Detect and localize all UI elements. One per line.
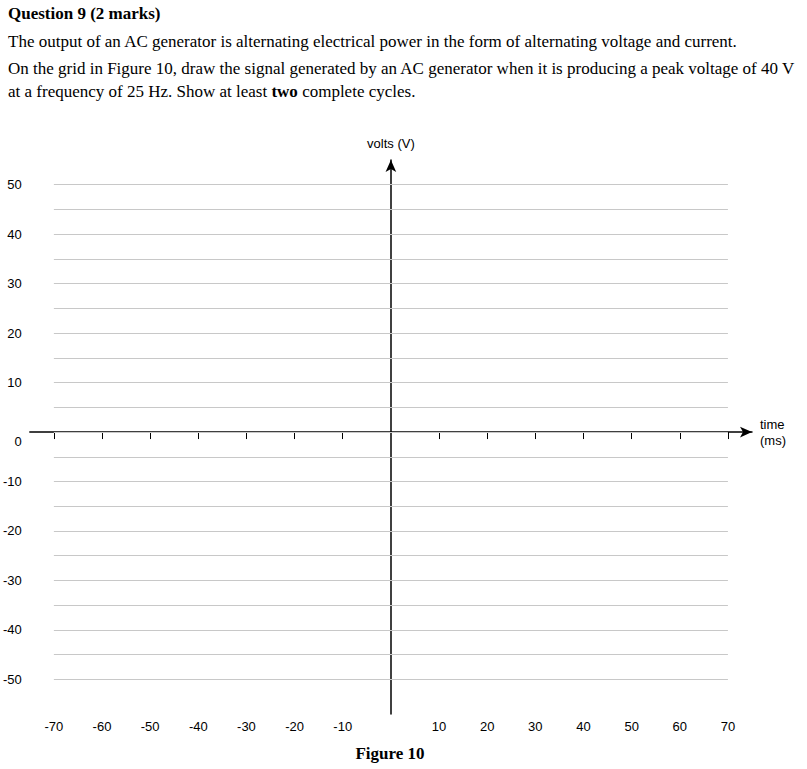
svg-text:30: 30 [7,276,21,291]
svg-text:-20: -20 [285,719,304,734]
svg-text:30: 30 [528,719,542,734]
svg-text:60: 60 [673,719,687,734]
html-text:Question 9 (2 marks): Question 9 (2 marks) [8,4,161,23]
svg-text:-40: -40 [189,719,208,734]
svg-text:50: 50 [624,719,638,734]
svg-text:-20: -20 [3,523,22,538]
svg-text:-70: -70 [44,719,63,734]
svg-text:volts (V): volts (V) [367,136,415,151]
svg-text:40: 40 [576,719,590,734]
svg-text:10: 10 [7,375,21,390]
svg-text:70: 70 [721,719,735,734]
svg-text:-60: -60 [93,719,112,734]
svg-text:(ms): (ms) [760,433,786,448]
svg-text:-10: -10 [3,474,22,489]
svg-text:0: 0 [15,434,22,449]
html-text:The output of an AC generator: The output of an AC generator is alterna… [8,32,737,51]
svg-text:-10: -10 [333,719,352,734]
svg-text:time: time [760,417,785,432]
svg-text:20: 20 [480,719,494,734]
svg-text:-30: -30 [237,719,256,734]
svg-text:-30: -30 [3,573,22,588]
svg-text:50: 50 [7,177,21,192]
svg-text:-50: -50 [3,672,22,687]
svg-text:40: 40 [7,227,21,242]
html-text:Figure 10: Figure 10 [355,744,425,763]
svg-text:20: 20 [7,326,21,341]
svg-text:-50: -50 [141,719,160,734]
svg-text:-40: -40 [3,622,22,637]
html-text:On the grid in Figure 10, draw: On the grid in Figure 10, draw the signa… [8,59,794,101]
svg-text:10: 10 [432,719,446,734]
